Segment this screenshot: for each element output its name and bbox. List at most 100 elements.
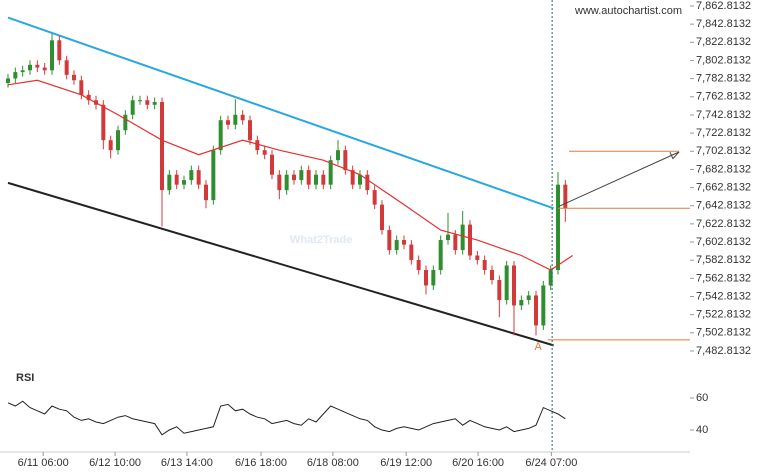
candle-body <box>248 120 252 141</box>
candle-body <box>79 80 84 95</box>
candle-body <box>541 285 546 326</box>
candle-body <box>240 114 245 121</box>
candle-body <box>328 160 333 185</box>
y-tick-label: 7,562.8132 <box>696 272 751 284</box>
y-tick-label: 7,642.8132 <box>696 200 751 212</box>
candle-body <box>277 174 282 191</box>
candle-body <box>292 174 296 181</box>
y-tick-label: 7,582.8132 <box>696 254 751 266</box>
candle-body <box>174 174 179 185</box>
rsi-title: RSI <box>16 372 34 384</box>
candle-body <box>468 224 472 256</box>
arrow-head <box>669 151 680 160</box>
y-tick-label: 7,662.8132 <box>696 181 751 193</box>
rsi-tick-label: 40 <box>696 424 708 436</box>
candle-body <box>50 40 54 71</box>
candle-body <box>526 295 531 300</box>
candle-body <box>6 78 10 83</box>
y-tick-label: 7,602.8132 <box>696 236 751 248</box>
candle-body <box>519 299 524 306</box>
y-tick-label: 7,782.8132 <box>696 73 751 85</box>
trend-line <box>7 181 554 347</box>
candle-body <box>42 67 47 71</box>
candle-body <box>86 94 91 101</box>
candle-body <box>358 174 362 185</box>
x-tick-label: 6/12 10:00 <box>89 457 141 469</box>
candle-body <box>145 100 150 105</box>
candle-body <box>548 270 553 286</box>
candle-body <box>453 234 458 251</box>
candle-body <box>563 184 568 209</box>
candle-body <box>365 174 370 191</box>
pattern-label: A <box>535 341 543 353</box>
candle-body <box>350 170 355 185</box>
x-tick-label: 6/11 06:00 <box>18 457 69 469</box>
candle-body <box>431 270 436 286</box>
candle-body <box>226 120 230 125</box>
candle-body <box>314 174 318 185</box>
candle-body <box>138 100 142 102</box>
candle-body <box>262 150 267 155</box>
candle-body <box>116 130 120 151</box>
candle-body <box>233 114 238 125</box>
candle-body <box>152 102 157 105</box>
y-tick-label: 7,762.8132 <box>696 91 751 103</box>
candle-body <box>57 40 62 61</box>
candle-body <box>512 265 516 306</box>
x-tick-label: 6/19 12:00 <box>380 457 432 469</box>
brand-watermark: What2Trade <box>290 234 352 246</box>
candle-body <box>196 170 201 185</box>
y-tick-label: 7,542.8132 <box>696 290 751 302</box>
candle-body <box>189 170 194 181</box>
candle-body <box>64 60 69 75</box>
y-tick-label: 7,522.8132 <box>696 309 751 321</box>
y-tick-label: 7,722.8132 <box>696 127 751 139</box>
candle-body <box>299 170 304 181</box>
x-tick-label: 6/24 07:00 <box>525 457 577 469</box>
candle-body <box>394 240 399 251</box>
candle-body <box>130 100 135 115</box>
candle-body <box>424 270 428 286</box>
candle-body <box>497 280 502 300</box>
candle-body <box>387 230 392 251</box>
x-tick-label: 6/18 08:00 <box>307 457 359 469</box>
y-tick-label: 7,702.8132 <box>696 145 751 157</box>
candle-body <box>372 190 377 205</box>
candle-body <box>475 255 480 261</box>
candle-body <box>416 260 421 271</box>
candle-body <box>167 174 172 191</box>
candle-body <box>460 224 465 251</box>
rsi-tick-label: 60 <box>696 392 708 404</box>
candle-body <box>504 265 509 300</box>
candle-body <box>482 260 487 271</box>
candle-body <box>204 184 208 201</box>
watermark: www.autochartist.com <box>574 5 682 17</box>
y-tick-label: 7,862.8132 <box>696 0 751 12</box>
candle-body <box>123 114 128 131</box>
y-tick-label: 7,802.8132 <box>696 54 751 66</box>
y-tick-label: 7,682.8132 <box>696 163 751 175</box>
candle-body <box>438 240 443 271</box>
candle-body <box>336 150 340 161</box>
y-tick-label: 7,622.8132 <box>696 218 751 230</box>
candle-body <box>284 174 289 191</box>
candle-body <box>35 64 40 68</box>
candle-body <box>20 70 25 73</box>
candle-body <box>306 170 311 185</box>
y-tick-label: 7,822.8132 <box>696 36 751 48</box>
candle-body <box>182 180 186 185</box>
x-tick-label: 6/20 16:00 <box>452 457 504 469</box>
y-tick-label: 7,502.8132 <box>696 327 751 339</box>
y-tick-label: 7,482.8132 <box>696 345 751 357</box>
candle-body <box>270 154 274 175</box>
candle-body <box>211 150 216 201</box>
y-tick-label: 7,842.8132 <box>696 18 751 30</box>
candle-body <box>321 174 326 185</box>
x-tick-label: 6/13 14:00 <box>161 457 213 469</box>
candle-body <box>380 204 384 231</box>
candle-body <box>534 295 538 326</box>
candle-body <box>490 270 494 281</box>
x-tick-label: 6/16 18:00 <box>235 457 287 469</box>
